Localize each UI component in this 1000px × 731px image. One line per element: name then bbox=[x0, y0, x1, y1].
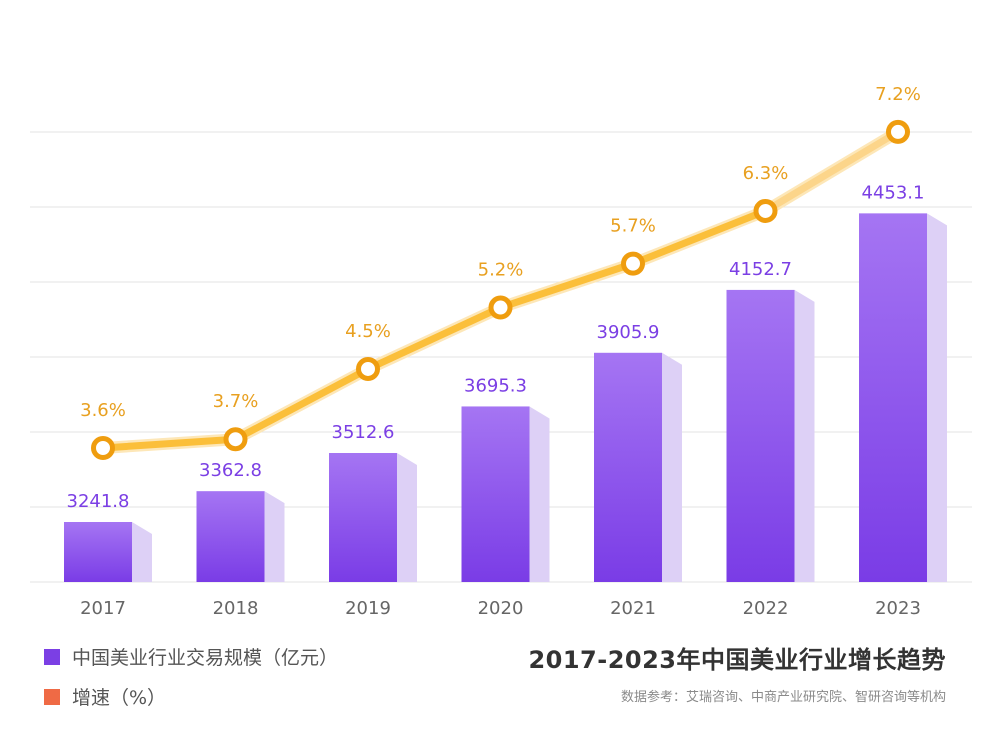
chart-title: 2017-2023年中国美业行业增长趋势 bbox=[528, 646, 946, 674]
chart-source-note: 数据参考：艾瑞咨询、中商产业研究院、智研咨询等机构 bbox=[620, 690, 946, 705]
bar-value-label: 3695.3 bbox=[464, 375, 527, 396]
bar-side-face bbox=[397, 453, 417, 582]
bar-side-face bbox=[794, 289, 815, 582]
bar-value-label: 3905.9 bbox=[597, 322, 660, 343]
bar bbox=[594, 352, 662, 582]
x-tick-label: 2019 bbox=[345, 598, 391, 619]
bar bbox=[329, 453, 397, 582]
bar-value-label: 3241.8 bbox=[67, 491, 130, 512]
bar bbox=[196, 491, 265, 582]
bar bbox=[461, 406, 530, 582]
growth-value-label: 6.3% bbox=[743, 163, 789, 184]
x-tick-label: 2021 bbox=[610, 598, 656, 619]
bar-side-face bbox=[264, 491, 285, 582]
legend-swatch-orange bbox=[44, 688, 60, 705]
growth-point bbox=[753, 198, 778, 223]
legend-item-scale: 中国美业行业交易规模（亿元） bbox=[44, 643, 338, 670]
growth-value-label: 5.2% bbox=[478, 260, 524, 281]
legend-label-growth: 增速（%） bbox=[72, 687, 167, 709]
x-tick-label: 2018 bbox=[213, 598, 259, 619]
growth-line-segment bbox=[762, 128, 902, 215]
growth-value-label: 5.7% bbox=[610, 216, 656, 237]
x-tick-label: 2023 bbox=[875, 598, 921, 619]
x-tick-label: 2020 bbox=[478, 598, 524, 619]
bar-value-label: 3362.8 bbox=[199, 460, 262, 481]
growth-value-label: 7.2% bbox=[875, 84, 921, 105]
bar bbox=[64, 522, 132, 582]
growth-point bbox=[886, 119, 910, 144]
growth-line bbox=[99, 207, 769, 452]
x-tick-label: 2017 bbox=[80, 598, 126, 619]
bar-side-face bbox=[927, 213, 947, 582]
legend-swatch-purple bbox=[44, 648, 60, 665]
legend-item-growth: 增速（%） bbox=[44, 683, 166, 710]
bar-side-face bbox=[529, 406, 550, 582]
bar-side-face bbox=[662, 352, 682, 582]
bar-side-face bbox=[132, 522, 152, 582]
bar bbox=[859, 213, 927, 582]
growth-point bbox=[91, 436, 115, 460]
legend-label-scale: 中国美业行业交易规模（亿元） bbox=[72, 647, 339, 669]
growth-value-label: 3.7% bbox=[213, 391, 259, 412]
bar-value-label: 4453.1 bbox=[862, 182, 925, 203]
growth-point bbox=[223, 427, 248, 452]
growth-point bbox=[356, 356, 380, 381]
growth-value-label: 3.6% bbox=[80, 400, 126, 421]
bar bbox=[726, 289, 795, 582]
bar-value-label: 4152.7 bbox=[729, 259, 792, 280]
x-tick-label: 2022 bbox=[743, 598, 789, 619]
bar-value-label: 3512.6 bbox=[332, 422, 395, 443]
growth-point bbox=[621, 251, 645, 276]
growth-point bbox=[488, 295, 513, 320]
growth-value-label: 4.5% bbox=[345, 321, 391, 342]
